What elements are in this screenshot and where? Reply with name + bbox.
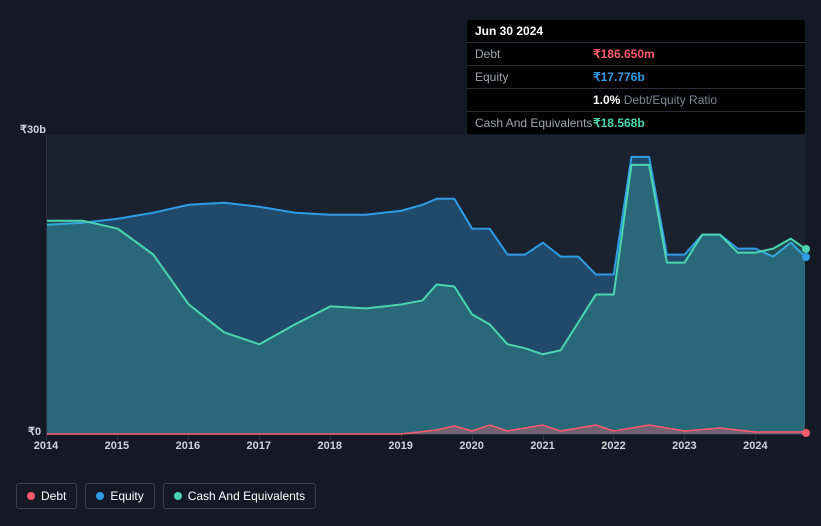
x-axis: 2014201520162017201820192020202120222023…: [46, 440, 805, 460]
x-tick-label: 2022: [601, 440, 625, 452]
tooltip-label: [475, 93, 593, 107]
ratio-suffix: Debt/Equity Ratio: [620, 93, 717, 107]
y-axis-label-max: ₹30b: [20, 123, 46, 136]
tooltip-date-row: Jun 30 2024: [467, 20, 805, 42]
x-tick-label: 2014: [34, 440, 58, 452]
tooltip-value: ₹17.776b: [593, 70, 797, 84]
legend-swatch: [27, 492, 35, 500]
x-tick-label: 2019: [388, 440, 412, 452]
tooltip-value: ₹186.650m: [593, 47, 797, 61]
tooltip-row-equity: Equity ₹17.776b: [467, 65, 805, 88]
legend-swatch: [96, 492, 104, 500]
y-axis-label-min: ₹0: [28, 425, 41, 438]
legend-label: Equity: [110, 489, 143, 503]
x-tick-label: 2015: [105, 440, 129, 452]
legend: Debt Equity Cash And Equivalents: [16, 483, 316, 509]
chart-tooltip: Jun 30 2024 Debt ₹186.650m Equity ₹17.77…: [467, 20, 805, 134]
tooltip-label: Equity: [475, 70, 593, 84]
x-tick-label: 2018: [317, 440, 341, 452]
series-end-marker: [802, 429, 810, 437]
legend-label: Debt: [41, 489, 66, 503]
x-tick-label: 2021: [530, 440, 554, 452]
x-tick-label: 2023: [672, 440, 696, 452]
x-tick-label: 2016: [176, 440, 200, 452]
x-tick-label: 2017: [247, 440, 271, 452]
legend-swatch: [174, 492, 182, 500]
series-end-marker: [802, 253, 810, 261]
legend-item-debt[interactable]: Debt: [16, 483, 77, 509]
tooltip-date: Jun 30 2024: [475, 24, 593, 38]
plot-area[interactable]: [46, 135, 805, 435]
tooltip-row-ratio: 1.0% Debt/Equity Ratio: [467, 88, 805, 111]
series-end-marker: [802, 245, 810, 253]
tooltip-row-debt: Debt ₹186.650m: [467, 42, 805, 65]
x-tick-label: 2024: [743, 440, 767, 452]
chart[interactable]: ₹30b ₹0 2014 2015 2016 2017 2018 2019 2020 2021…: [16, 125, 805, 465]
ratio-prefix: 1.0%: [593, 93, 620, 107]
legend-label: Cash And Equivalents: [188, 489, 305, 503]
legend-item-equity[interactable]: Equity: [85, 483, 154, 509]
chart-container: Jun 30 2024 Debt ₹186.650m Equity ₹17.77…: [0, 0, 821, 526]
tooltip-label: Debt: [475, 47, 593, 61]
tooltip-value: 1.0% Debt/Equity Ratio: [593, 93, 797, 107]
x-tick-label: 2020: [459, 440, 483, 452]
chart-svg: [47, 135, 805, 434]
legend-item-cash[interactable]: Cash And Equivalents: [163, 483, 316, 509]
